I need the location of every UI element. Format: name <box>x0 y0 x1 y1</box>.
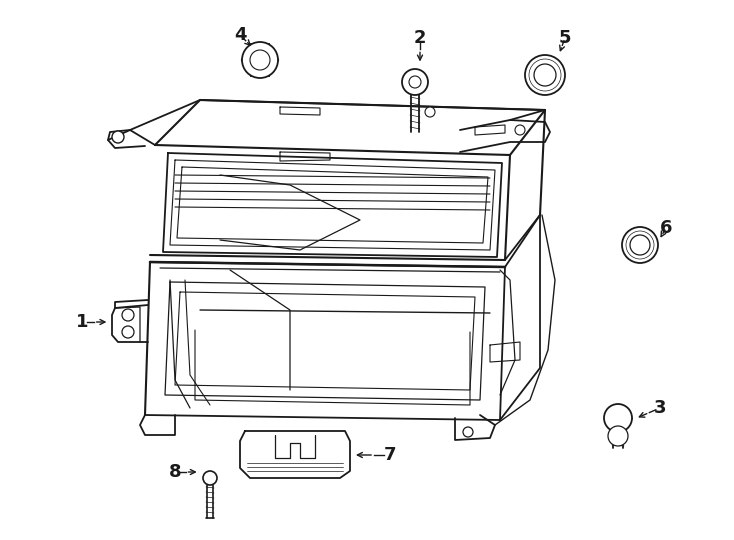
Circle shape <box>203 471 217 485</box>
Circle shape <box>525 55 565 95</box>
Circle shape <box>463 427 473 437</box>
Text: 1: 1 <box>76 313 88 331</box>
Text: 4: 4 <box>233 26 246 44</box>
Text: 2: 2 <box>414 29 426 47</box>
Circle shape <box>622 227 658 263</box>
Circle shape <box>112 131 124 143</box>
Text: 7: 7 <box>384 446 396 464</box>
Text: 5: 5 <box>559 29 571 47</box>
Circle shape <box>608 426 628 446</box>
Circle shape <box>409 76 421 88</box>
Circle shape <box>534 64 556 86</box>
Circle shape <box>402 69 428 95</box>
Circle shape <box>604 404 632 432</box>
Circle shape <box>630 235 650 255</box>
Text: 8: 8 <box>169 463 181 481</box>
Circle shape <box>250 50 270 70</box>
Circle shape <box>122 326 134 338</box>
Text: 3: 3 <box>654 399 666 417</box>
Circle shape <box>122 309 134 321</box>
Circle shape <box>425 107 435 117</box>
Text: 6: 6 <box>660 219 672 237</box>
Circle shape <box>242 42 278 78</box>
Circle shape <box>515 125 525 135</box>
